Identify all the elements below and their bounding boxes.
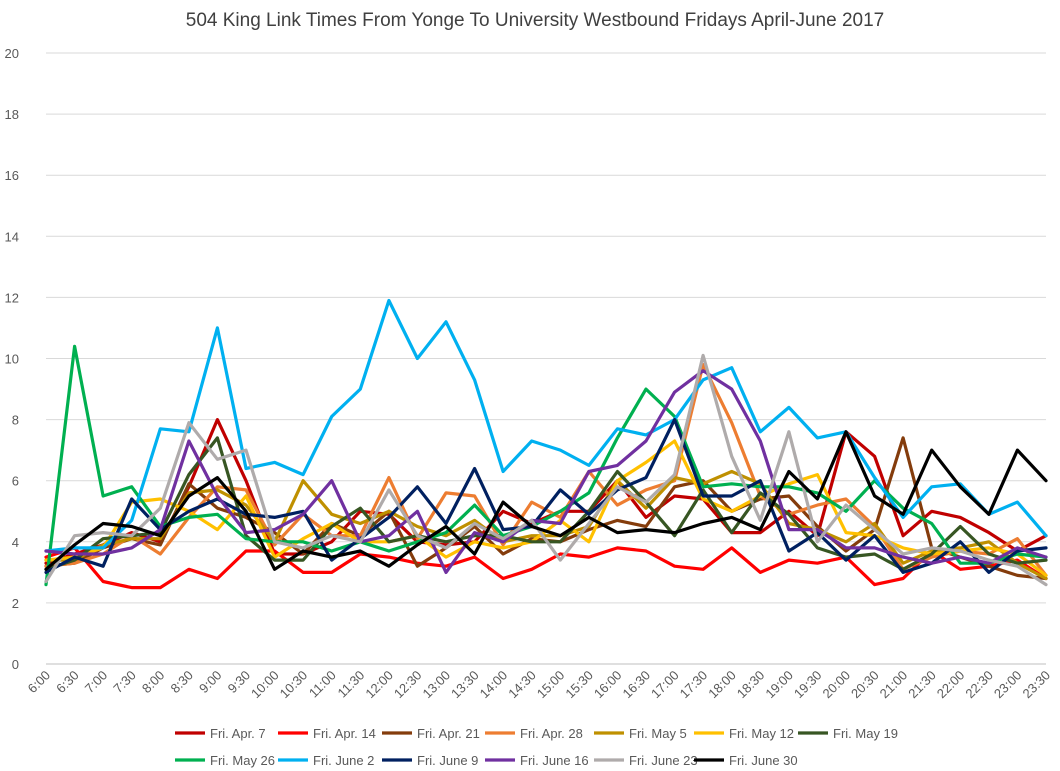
x-tick-label: 21:00 <box>877 668 911 702</box>
series-line <box>44 418 1048 575</box>
x-tick-label: 19:30 <box>791 668 825 702</box>
x-axis-ticks: 6:00 6:30 7:00 7:30 8:00 8:30 9:00 9:3010:0010:… <box>25 668 1054 702</box>
legend-label: Fri. Apr. 21 <box>417 726 480 741</box>
x-tick-label: 6:00 <box>25 668 54 697</box>
x-tick-label: 9:00 <box>196 668 225 697</box>
x-tick-label: 20:30 <box>848 668 882 702</box>
x-tick-label: 17:30 <box>677 668 711 702</box>
x-tick-label: 10:30 <box>277 668 311 702</box>
x-tick-label: 16:30 <box>620 668 654 702</box>
chart-title: 504 King Link Times From Yonge To Univer… <box>186 10 884 31</box>
legend-label: Fri. June 30 <box>729 753 798 768</box>
x-tick-label: 14:00 <box>477 668 511 702</box>
x-tick-label: 15:30 <box>562 668 596 702</box>
y-tick-label: 20 <box>5 46 19 61</box>
y-tick-label: 12 <box>5 290 19 305</box>
x-tick-label: 6:30 <box>53 668 82 697</box>
x-tick-label: 23:00 <box>991 668 1025 702</box>
x-tick-label: 18:30 <box>734 668 768 702</box>
x-tick-label: 8:30 <box>167 668 196 697</box>
legend-label: Fri. June 16 <box>520 753 589 768</box>
legend-label: Fri. May 19 <box>833 726 898 741</box>
x-tick-label: 13:00 <box>420 668 454 702</box>
series-line <box>44 469 1048 581</box>
legend-label: Fri. Apr. 7 <box>210 726 266 741</box>
series-lines <box>44 298 1048 590</box>
y-tick-label: 4 <box>12 535 19 550</box>
x-tick-label: 7:00 <box>82 668 111 697</box>
legend-label: Fri. May 26 <box>210 753 275 768</box>
legend-label: Fri. Apr. 14 <box>313 726 376 741</box>
legend-label: Fri. May 12 <box>729 726 794 741</box>
x-tick-label: 23:30 <box>1020 668 1054 702</box>
series-line <box>44 369 1048 575</box>
y-tick-label: 16 <box>5 168 19 183</box>
y-tick-label: 14 <box>5 229 19 244</box>
x-tick-label: 13:30 <box>448 668 482 702</box>
y-tick-label: 10 <box>5 352 19 367</box>
x-tick-label: 12:00 <box>362 668 396 702</box>
series-line <box>44 298 1048 553</box>
x-tick-label: 22:00 <box>934 668 968 702</box>
series-line <box>44 546 1048 590</box>
legend: Fri. Apr. 7 Fri. Apr. 14 Fri. Apr. 21 Fri. … <box>175 726 898 768</box>
x-tick-label: 16:00 <box>591 668 625 702</box>
legend-label: Fri. May 5 <box>629 726 687 741</box>
y-tick-label: 8 <box>12 413 19 428</box>
x-tick-label: 11:30 <box>334 668 367 701</box>
x-tick-label: 8:00 <box>139 668 168 697</box>
x-tick-label: 19:00 <box>762 668 796 702</box>
y-tick-label: 0 <box>12 657 19 672</box>
y-tick-label: 6 <box>12 474 19 489</box>
x-tick-label: 22:30 <box>962 668 996 702</box>
x-tick-label: 20:00 <box>820 668 854 702</box>
x-tick-label: 10:00 <box>248 668 282 702</box>
y-axis-ticks: 0 2 4 6 8 10 12 14 16 18 20 <box>5 46 19 672</box>
series-line <box>44 353 1048 587</box>
x-tick-label: 15:00 <box>534 668 568 702</box>
legend-label: Fri. June 23 <box>629 753 698 768</box>
y-tick-label: 2 <box>12 596 19 611</box>
y-tick-label: 18 <box>5 107 19 122</box>
gridlines <box>46 52 1046 665</box>
x-tick-label: 11:00 <box>306 668 339 701</box>
legend-label: Fri. June 2 <box>313 753 374 768</box>
series-line <box>44 430 1048 571</box>
x-tick-label: 14:30 <box>505 668 539 702</box>
x-tick-label: 18:00 <box>705 668 739 702</box>
legend-label: Fri. June 9 <box>417 753 478 768</box>
x-tick-label: 7:30 <box>110 668 139 697</box>
x-tick-label: 21:30 <box>905 668 939 702</box>
x-tick-label: 17:00 <box>648 668 682 702</box>
x-tick-label: 12:30 <box>391 668 425 702</box>
legend-label: Fri. Apr. 28 <box>520 726 583 741</box>
